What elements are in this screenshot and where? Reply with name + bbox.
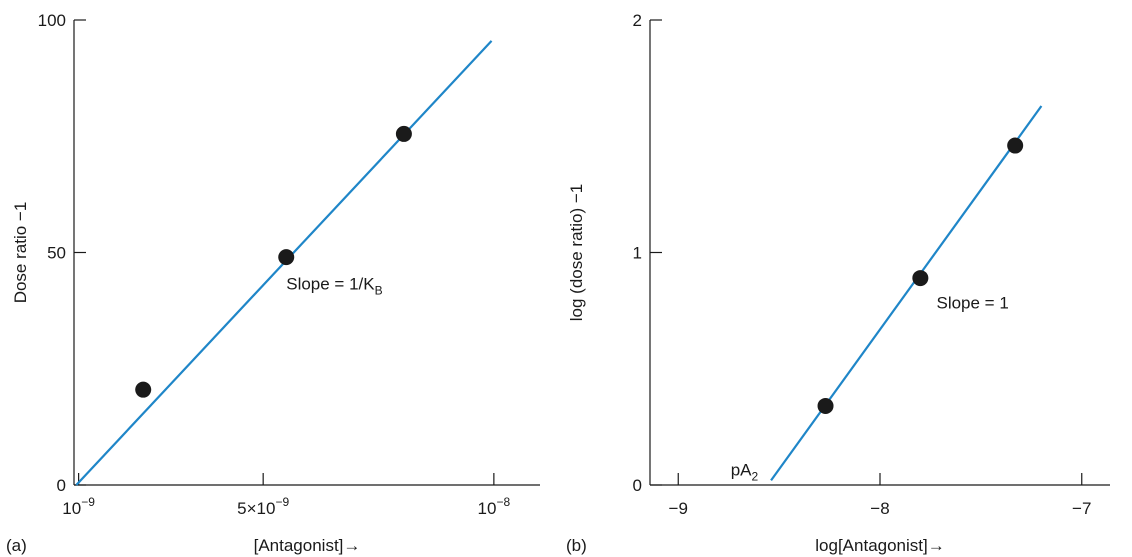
slope-annotation: Slope = 1 bbox=[936, 293, 1008, 312]
x-tick-label: 10−9 bbox=[62, 495, 95, 518]
slope-annotation: Slope = 1/KB bbox=[286, 275, 382, 298]
x-axis-title: log[Antagonist]→ bbox=[815, 536, 944, 555]
x-tick-label: −7 bbox=[1072, 499, 1091, 518]
x-tick-label: 5×10−9 bbox=[237, 495, 289, 518]
data-point bbox=[1007, 137, 1024, 154]
panel-label: (a) bbox=[6, 536, 27, 555]
data-point bbox=[912, 270, 929, 287]
y-axis-title: log (dose ratio) −1 bbox=[567, 184, 586, 322]
data-point bbox=[395, 125, 412, 142]
chart-panel-a: 0 50 100 10−9 5×10−9 10−8 Slope = 1/KB Dose rat… bbox=[6, 11, 540, 555]
data-point bbox=[817, 397, 834, 414]
y-tick-label: 0 bbox=[57, 476, 66, 495]
data-point bbox=[135, 381, 152, 398]
x-axis-title: [Antagonist]→ bbox=[254, 536, 361, 555]
pa2-label: pA2 bbox=[731, 461, 759, 484]
fit-line bbox=[770, 105, 1043, 481]
x-tick-label: −9 bbox=[669, 499, 688, 518]
y-tick-label: 1 bbox=[633, 244, 642, 263]
chart-panel-b: 0 1 2 −9 −8 −7 Slope = 1 pA2 log (dose ratio) −1… bbox=[566, 11, 1110, 555]
x-tick-label: −8 bbox=[870, 499, 889, 518]
y-tick-label: 50 bbox=[47, 244, 66, 263]
y-tick-label: 0 bbox=[633, 476, 642, 495]
panel-label: (b) bbox=[566, 536, 587, 555]
y-tick-label: 2 bbox=[633, 11, 642, 30]
y-tick-label: 100 bbox=[38, 11, 66, 30]
data-point bbox=[278, 249, 295, 266]
x-tick-label: 10−8 bbox=[478, 495, 511, 518]
y-axis-title: Dose ratio −1 bbox=[11, 202, 30, 304]
